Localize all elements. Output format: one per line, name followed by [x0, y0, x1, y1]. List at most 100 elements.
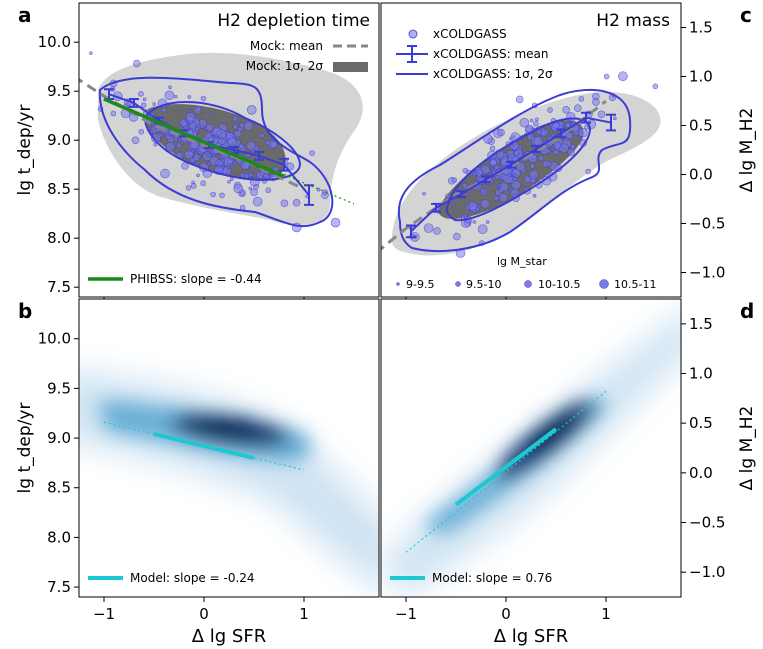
xcoldgass-point — [597, 110, 606, 119]
y-tick-label-a-4: 9.5 — [47, 82, 71, 100]
xcoldgass-point — [592, 98, 600, 106]
xcoldgass-point — [564, 122, 571, 129]
xcoldgass-point — [211, 153, 216, 157]
xcoldgass-point — [153, 142, 158, 147]
y-tick-label-c-3: 0.5 — [689, 117, 713, 135]
xcoldgass-point — [196, 173, 200, 178]
phibss-fit-line — [103, 97, 285, 179]
xcoldgass-point — [475, 170, 479, 175]
xcoldgass-point — [181, 162, 189, 170]
xcoldgass-point — [187, 109, 192, 113]
xcoldgass-point — [206, 153, 210, 157]
xcoldgass-point — [515, 95, 524, 104]
xcoldgass-point — [252, 196, 263, 207]
xcoldgass-point — [259, 132, 265, 139]
xcoldgass-point — [168, 85, 172, 90]
xcoldgass-point — [220, 155, 225, 160]
xcoldgass-point — [210, 191, 216, 198]
xcoldgass-point — [477, 204, 481, 209]
xcoldgass-point — [253, 183, 259, 190]
xcoldgass-point — [219, 192, 225, 199]
mass-bin-4-label: 10.5-11 — [614, 278, 656, 291]
xcoldgass-point — [309, 150, 315, 156]
xcoldgass-point — [550, 147, 555, 151]
panel-b-frame — [78, 298, 380, 598]
xcoldgass-point — [562, 105, 570, 114]
xcoldgass-point — [330, 217, 341, 228]
xcoldgass-point — [263, 173, 269, 179]
xcoldgass-point — [477, 224, 488, 234]
xcoldgass-point — [552, 149, 559, 156]
xcoldgass-point — [140, 102, 147, 109]
mass-legend-title: lg M_star — [497, 255, 547, 268]
xcoldgass-point — [547, 107, 553, 113]
panel-a-title: H2 depletion time — [217, 11, 370, 31]
y-tick-label-d-2: 0.0 — [689, 464, 713, 482]
xcoldgass-point — [52, 105, 55, 108]
xcoldgass-point — [499, 182, 509, 192]
xcoldgass-point — [233, 183, 244, 194]
mass-bin-3-label: 10-10.5 — [538, 278, 580, 291]
xcoldgass-point — [232, 124, 239, 130]
x-axis-ticks-d: −1 0 1 — [395, 597, 611, 623]
y-tick-label-a-5: 10.0 — [38, 33, 71, 51]
xcoldgass-point — [462, 182, 468, 189]
xcoldgass-point — [265, 187, 272, 194]
y-axis-ticks-d: −1.0 −0.5 0.0 0.5 1.0 1.5 — [681, 315, 725, 581]
xcoldgass-point — [233, 129, 242, 138]
mass-bin-1-marker — [396, 282, 400, 286]
xcoldgass-point — [186, 148, 191, 153]
y-axis-label-a: lg t_dep/yr — [15, 105, 35, 196]
xcoldgass-point — [132, 59, 141, 68]
xcoldgass-point — [246, 140, 256, 151]
xcoldgass-point — [165, 141, 176, 152]
mock-mean-line-c — [381, 99, 607, 251]
y-tick-label-d-0: −1.0 — [689, 563, 725, 581]
xcoldgass-point — [477, 178, 482, 182]
y-tick-label-c-5: 1.5 — [689, 19, 713, 37]
xcoldgass-point — [216, 162, 221, 166]
legend-xcoldgass-marker — [408, 29, 418, 39]
y-axis-label-c: Δ lg M_H2 — [737, 108, 757, 193]
legend-mock-sigma-label: Mock: 1σ, 2σ — [246, 59, 324, 73]
xcoldgass-point — [482, 189, 486, 194]
xcoldgass-point — [652, 83, 659, 90]
xcoldgass-point — [618, 71, 628, 82]
xcoldgass-point — [493, 195, 500, 202]
xcoldgass-point — [467, 201, 478, 211]
xcoldgass-2sigma-contour-c — [397, 89, 632, 253]
xcoldgass-point — [216, 129, 227, 139]
x-tick-label-d-2: 1 — [601, 605, 611, 623]
legend-a: Mock: mean Mock: 1σ, 2σ PHIBSS: slope = … — [88, 39, 368, 286]
xcoldgass-point — [532, 193, 537, 198]
xcoldgass-1sigma-contour — [144, 101, 302, 181]
mass-bin-2-label: 9.5-10 — [466, 278, 501, 291]
y-axis-label-d: Δ lg M_H2 — [737, 406, 757, 491]
y-axis-ticks-b: 7.5 8.0 8.5 9.0 9.5 10.0 — [38, 330, 79, 596]
xcoldgass-point — [238, 143, 244, 149]
xcoldgass-point — [185, 112, 196, 122]
xcoldgass-point — [513, 150, 520, 156]
model-fit-line-d — [454, 427, 558, 507]
xcoldgass-point — [227, 137, 237, 148]
y-axis-label-b: lg t_dep/yr — [15, 403, 35, 494]
xcoldgass-point — [138, 128, 145, 135]
legend-contour-label: xCOLDGASS: 1σ, 2σ — [433, 67, 553, 81]
legend-mean-label: xCOLDGASS: mean — [433, 47, 548, 61]
xcoldgass-point — [498, 192, 509, 203]
xcoldgass-point — [585, 168, 592, 175]
xcoldgass-point — [489, 145, 496, 152]
xcoldgass-point — [229, 177, 234, 181]
xcoldgass-point — [462, 167, 469, 174]
xcoldgass-point — [227, 180, 231, 184]
xcoldgass-point — [508, 187, 513, 192]
y-tick-label-c-4: 1.0 — [689, 68, 713, 86]
xcoldgass-point — [553, 141, 562, 150]
xcoldgass-point — [286, 162, 295, 171]
heatmap-b-core — [100, 400, 312, 462]
y-axis-ticks-c: −1.0 −0.5 0.0 0.5 1.0 1.5 — [681, 19, 725, 282]
y-tick-label-d-5: 1.5 — [689, 315, 713, 333]
xcoldgass-point — [131, 136, 140, 145]
xcoldgass-point — [538, 155, 545, 162]
